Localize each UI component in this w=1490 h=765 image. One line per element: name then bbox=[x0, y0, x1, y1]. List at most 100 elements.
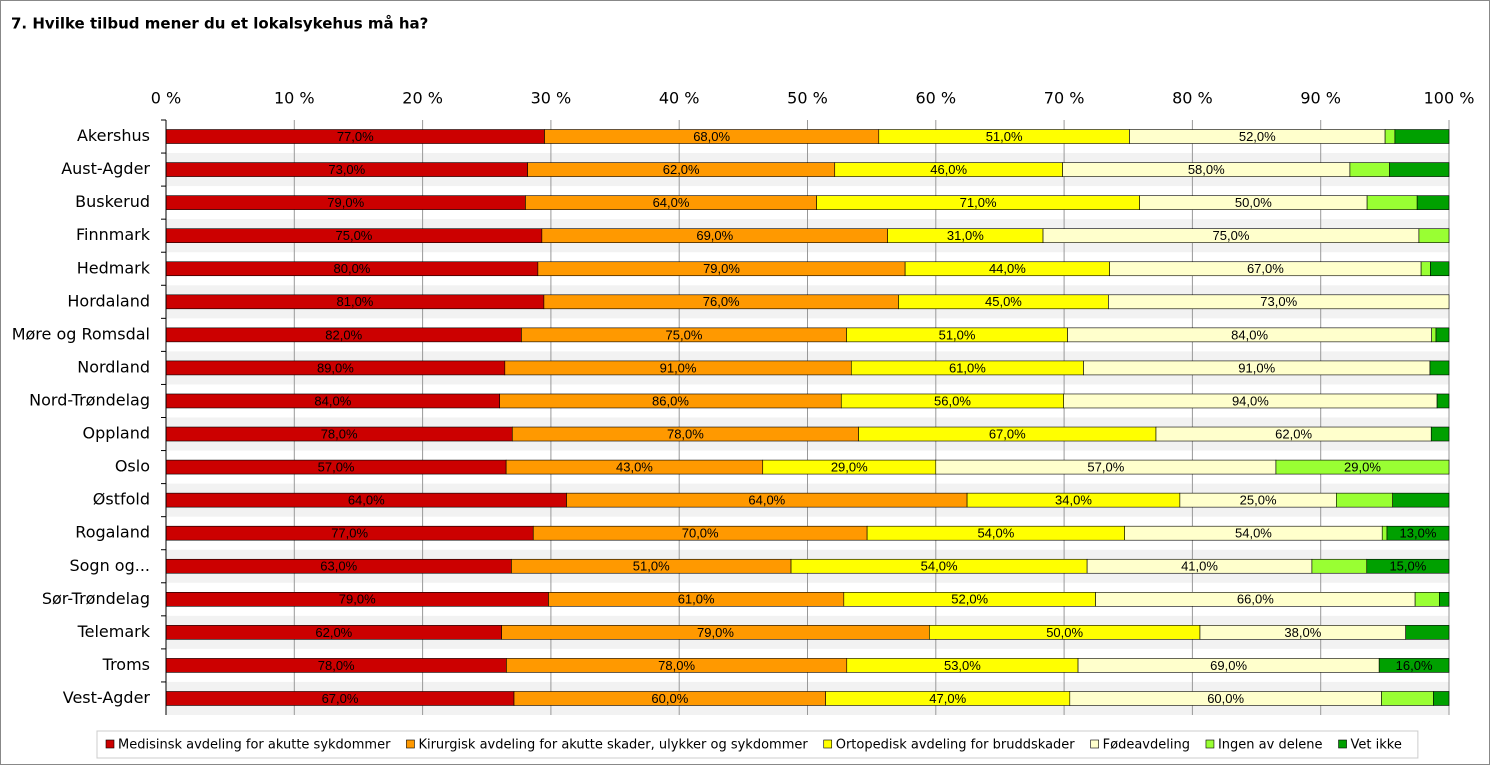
value-label: 50,0% bbox=[1046, 625, 1083, 640]
y-tick-label: Rogaland bbox=[75, 523, 150, 542]
y-tick-label: Sør-Trøndelag bbox=[42, 589, 150, 608]
value-label: 71,0% bbox=[960, 195, 997, 210]
bar-segment bbox=[1429, 360, 1450, 376]
value-label: 73,0% bbox=[328, 162, 365, 177]
x-tick-label: 100 % bbox=[1424, 89, 1475, 108]
value-label: 69,0% bbox=[1210, 658, 1247, 673]
value-label: 54,0% bbox=[977, 526, 1014, 541]
value-label: 75,0% bbox=[336, 228, 373, 243]
bar-segment bbox=[1420, 261, 1431, 277]
bar-segment bbox=[1275, 459, 1450, 475]
bar-segment bbox=[1418, 228, 1450, 243]
bar-segment bbox=[1381, 525, 1388, 541]
bar-segment bbox=[1439, 592, 1450, 607]
value-label: 78,0% bbox=[321, 426, 358, 441]
y-tick-label: Nordland bbox=[77, 357, 150, 376]
value-label: 41,0% bbox=[1181, 559, 1218, 574]
x-tick-label: 90 % bbox=[1300, 89, 1341, 108]
value-label: 79,0% bbox=[697, 625, 734, 640]
y-tick-label: Buskerud bbox=[75, 192, 150, 211]
bar-segment bbox=[1384, 129, 1396, 144]
value-label: 89,0% bbox=[317, 360, 354, 375]
value-label: 77,0% bbox=[331, 526, 368, 541]
legend-label: Ingen av delene bbox=[1218, 738, 1323, 753]
value-label: 58,0% bbox=[1188, 162, 1225, 177]
value-label: 67,0% bbox=[1247, 261, 1284, 276]
value-label: 52,0% bbox=[1239, 129, 1276, 144]
value-label: 86,0% bbox=[652, 393, 689, 408]
legend-label: Ortopedisk avdeling for bruddskader bbox=[836, 738, 1076, 753]
y-tick-label: Vest-Agder bbox=[63, 688, 151, 707]
y-tick-label: Sogn og... bbox=[69, 556, 150, 575]
bar-segment bbox=[1336, 492, 1393, 508]
x-tick-label: 20 % bbox=[402, 89, 443, 108]
legend-swatch bbox=[1205, 739, 1215, 749]
bar-segment bbox=[1416, 195, 1450, 210]
value-label: 82,0% bbox=[325, 327, 362, 342]
value-label: 62,0% bbox=[315, 625, 352, 640]
value-label: 67,0% bbox=[322, 691, 359, 706]
value-label: 79,0% bbox=[327, 195, 364, 210]
y-tick-label: Østfold bbox=[93, 490, 150, 509]
legend: Medisinsk avdeling for akutte sykdommer K… bbox=[96, 730, 1419, 759]
value-label: 80,0% bbox=[334, 261, 371, 276]
y-tick-label: Troms bbox=[102, 655, 150, 674]
bar-segment bbox=[1378, 658, 1450, 673]
legend-label: Fødeavdeling bbox=[1103, 738, 1190, 753]
value-label: 57,0% bbox=[318, 460, 355, 475]
value-label: 60,0% bbox=[651, 691, 688, 706]
y-tick-label: Hedmark bbox=[77, 258, 151, 277]
value-label: 54,0% bbox=[1235, 526, 1272, 541]
value-label: 52,0% bbox=[951, 592, 988, 607]
bar-segment bbox=[1430, 261, 1450, 277]
value-label: 91,0% bbox=[660, 360, 697, 375]
value-label: 78,0% bbox=[667, 426, 704, 441]
x-tick-label: 40 % bbox=[659, 89, 700, 108]
value-label: 46,0% bbox=[930, 162, 967, 177]
y-tick-label: Møre og Romsdal bbox=[12, 324, 150, 343]
bar-segment bbox=[1394, 129, 1450, 144]
y-tick-label: Telemark bbox=[77, 622, 151, 641]
value-label: 43,0% bbox=[616, 460, 653, 475]
value-label: 51,0% bbox=[986, 129, 1023, 144]
bar-segment bbox=[1392, 492, 1450, 508]
value-label: 79,0% bbox=[339, 592, 376, 607]
value-label: 57,0% bbox=[1087, 460, 1124, 475]
value-label: 91,0% bbox=[1238, 360, 1275, 375]
legend-label: Medisinsk avdeling for akutte sykdommer bbox=[118, 738, 391, 753]
value-label: 25,0% bbox=[1240, 493, 1277, 508]
x-tick-label: 10 % bbox=[274, 89, 315, 108]
value-label: 50,0% bbox=[1235, 195, 1272, 210]
bar-segment bbox=[1436, 393, 1450, 409]
value-label: 16,0% bbox=[1396, 658, 1433, 673]
value-label: 47,0% bbox=[929, 691, 966, 706]
value-label: 84,0% bbox=[1231, 327, 1268, 342]
value-label: 75,0% bbox=[1213, 228, 1250, 243]
y-tick-label: Aust-Agder bbox=[61, 159, 150, 178]
value-label: 60,0% bbox=[1207, 691, 1244, 706]
value-label: 69,0% bbox=[696, 228, 733, 243]
y-tick-label: Finnmark bbox=[76, 225, 151, 244]
bar-segment bbox=[1405, 625, 1450, 640]
value-label: 38,0% bbox=[1284, 625, 1321, 640]
value-label: 29,0% bbox=[1344, 460, 1381, 475]
value-label: 64,0% bbox=[348, 493, 385, 508]
bar-segment bbox=[1366, 195, 1418, 210]
legend-swatch bbox=[1090, 739, 1099, 749]
value-label: 31,0% bbox=[947, 228, 984, 243]
x-tick-label: 80 % bbox=[1172, 89, 1213, 108]
value-label: 64,0% bbox=[653, 195, 690, 210]
bar-segment bbox=[1349, 162, 1390, 177]
value-label: 76,0% bbox=[703, 294, 740, 309]
value-label: 53,0% bbox=[944, 658, 981, 673]
y-tick-label: Hordaland bbox=[67, 291, 150, 310]
value-label: 45,0% bbox=[985, 294, 1022, 309]
legend-swatch bbox=[406, 739, 415, 749]
bar-segment bbox=[1108, 294, 1450, 310]
y-tick-label: Oppland bbox=[83, 424, 150, 443]
value-label: 94,0% bbox=[1232, 393, 1269, 408]
legend-label: Vet ikke bbox=[1351, 738, 1402, 753]
bar-segment bbox=[1414, 592, 1440, 607]
bar-segment bbox=[1431, 327, 1437, 343]
